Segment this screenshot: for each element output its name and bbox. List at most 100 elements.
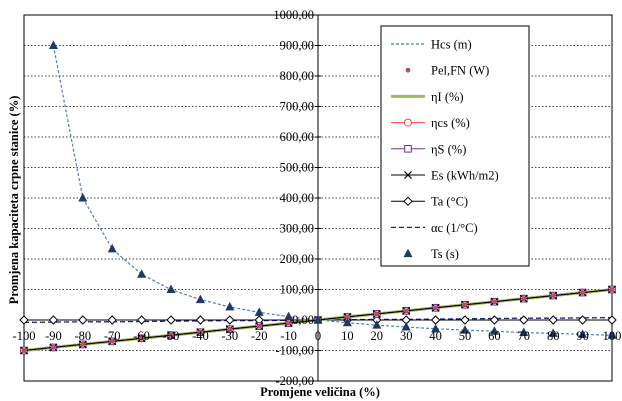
- y-tick-label: 300,00: [280, 222, 314, 236]
- legend-label: Hcs (m): [431, 38, 472, 52]
- data-point: [254, 307, 264, 316]
- x-tick-label: -30: [221, 329, 238, 343]
- data-point: [195, 294, 205, 304]
- data-point: [578, 329, 588, 338]
- data-point: [372, 320, 382, 329]
- data-point: [460, 325, 470, 334]
- y-tick-label: -200,00: [275, 374, 314, 388]
- data-point: [431, 323, 441, 333]
- data-point: [607, 330, 617, 339]
- x-tick-label: -90: [45, 329, 62, 343]
- x-tick-label: -70: [104, 329, 121, 343]
- y-tick-labels: -200,00 -100,00 0,00 100,00 200,00 300,00 400,…: [273, 8, 314, 388]
- x-tick-label: 0: [315, 329, 321, 343]
- data-point: [580, 290, 585, 295]
- data-point: [519, 327, 529, 337]
- x-tick-label: -50: [163, 329, 180, 343]
- data-point: [225, 301, 235, 311]
- x-tick-label: -100: [13, 329, 36, 343]
- y-tick-label: 1000,00: [273, 8, 314, 22]
- y-tick-label: -100,00: [275, 344, 314, 358]
- y-tick-label: 500,00: [280, 161, 314, 175]
- legend-label: Pel,FN (W): [431, 64, 489, 78]
- data-point: [401, 322, 411, 331]
- data-point: [489, 326, 499, 335]
- data-point: [548, 328, 558, 337]
- data-point: [403, 308, 409, 314]
- data-point: [492, 299, 497, 305]
- x-tick-label: 20: [371, 329, 384, 343]
- data-point: [107, 315, 117, 325]
- data-point: [433, 305, 438, 311]
- x-tick-label: 30: [400, 329, 413, 343]
- series-c-1-c: [23, 316, 613, 324]
- data-point: [256, 323, 262, 329]
- x-tick-label: -80: [74, 329, 91, 343]
- data-point: [51, 345, 56, 350]
- legend-item-pel-fn-w: Pel,FN (W): [405, 64, 489, 78]
- data-point: [78, 193, 88, 202]
- x-tick-label: -20: [251, 329, 268, 343]
- legend-item-cs: ηcs (%): [391, 116, 470, 130]
- legend-item-c-1-c: αc (1/°C): [391, 221, 478, 235]
- series-ts-s: [48, 40, 617, 339]
- x-tick-label: 80: [547, 329, 560, 343]
- legend-marker: [403, 196, 413, 206]
- data-point: [460, 315, 470, 325]
- data-point: [139, 335, 145, 341]
- data-point: [225, 315, 235, 325]
- x-tick-label: -40: [192, 329, 209, 343]
- legend-label: ηI (%): [431, 90, 464, 104]
- data-point: [489, 315, 500, 325]
- data-point: [577, 315, 588, 325]
- data-point: [80, 342, 86, 347]
- legend-item-s: ηS (%): [391, 142, 466, 156]
- y-tick-label: 700,00: [280, 100, 314, 114]
- data-point: [168, 332, 174, 338]
- legend-item-hcs-m: Hcs (m): [391, 38, 472, 52]
- data-point: [313, 315, 323, 324]
- data-point: [519, 315, 529, 325]
- y-tick-label: 900,00: [280, 39, 314, 53]
- legend-label: Ta (°C): [431, 195, 468, 209]
- data-point: [548, 315, 558, 325]
- data-point: [166, 284, 176, 293]
- data-point: [609, 287, 615, 292]
- data-point: [286, 320, 291, 326]
- data-point: [345, 314, 350, 320]
- x-tick-label: 100: [603, 329, 622, 343]
- x-tick-label: 10: [341, 329, 354, 343]
- legend-label: ηcs (%): [431, 116, 470, 130]
- legend-marker: [403, 248, 413, 258]
- data-point: [48, 40, 58, 49]
- series-line: [23, 316, 613, 324]
- data-point: [48, 315, 59, 325]
- x-tick-label: -60: [133, 329, 150, 343]
- data-point: [227, 326, 233, 332]
- data-point: [550, 293, 556, 298]
- legend-item-i: ηI (%): [391, 90, 464, 104]
- data-point: [342, 317, 352, 327]
- legend-marker: [404, 171, 412, 179]
- x-tick-label: -10: [280, 329, 297, 343]
- legend-item-es-kwh-m2: Es (kWh/m2): [391, 169, 499, 183]
- data-point: [137, 269, 147, 278]
- y-tick-label: 600,00: [280, 130, 314, 144]
- data-point: [374, 311, 380, 317]
- data-point: [195, 315, 206, 325]
- y-tick-label: 100,00: [280, 283, 314, 297]
- legend-label: ηS (%): [431, 142, 466, 156]
- data-point: [166, 315, 176, 325]
- data-point: [109, 338, 115, 344]
- data-point: [521, 296, 527, 302]
- x-tick-label: 70: [518, 329, 531, 343]
- y-tick-label: 800,00: [280, 69, 314, 83]
- data-point: [136, 315, 147, 325]
- data-point: [21, 348, 27, 353]
- y-tick-label: 200,00: [280, 252, 314, 266]
- legend-item-ta-c: Ta (°C): [391, 195, 468, 209]
- data-point: [107, 243, 117, 253]
- data-point: [462, 302, 468, 308]
- data-point: [198, 329, 203, 335]
- legend-label: αc (1/°C): [431, 221, 478, 235]
